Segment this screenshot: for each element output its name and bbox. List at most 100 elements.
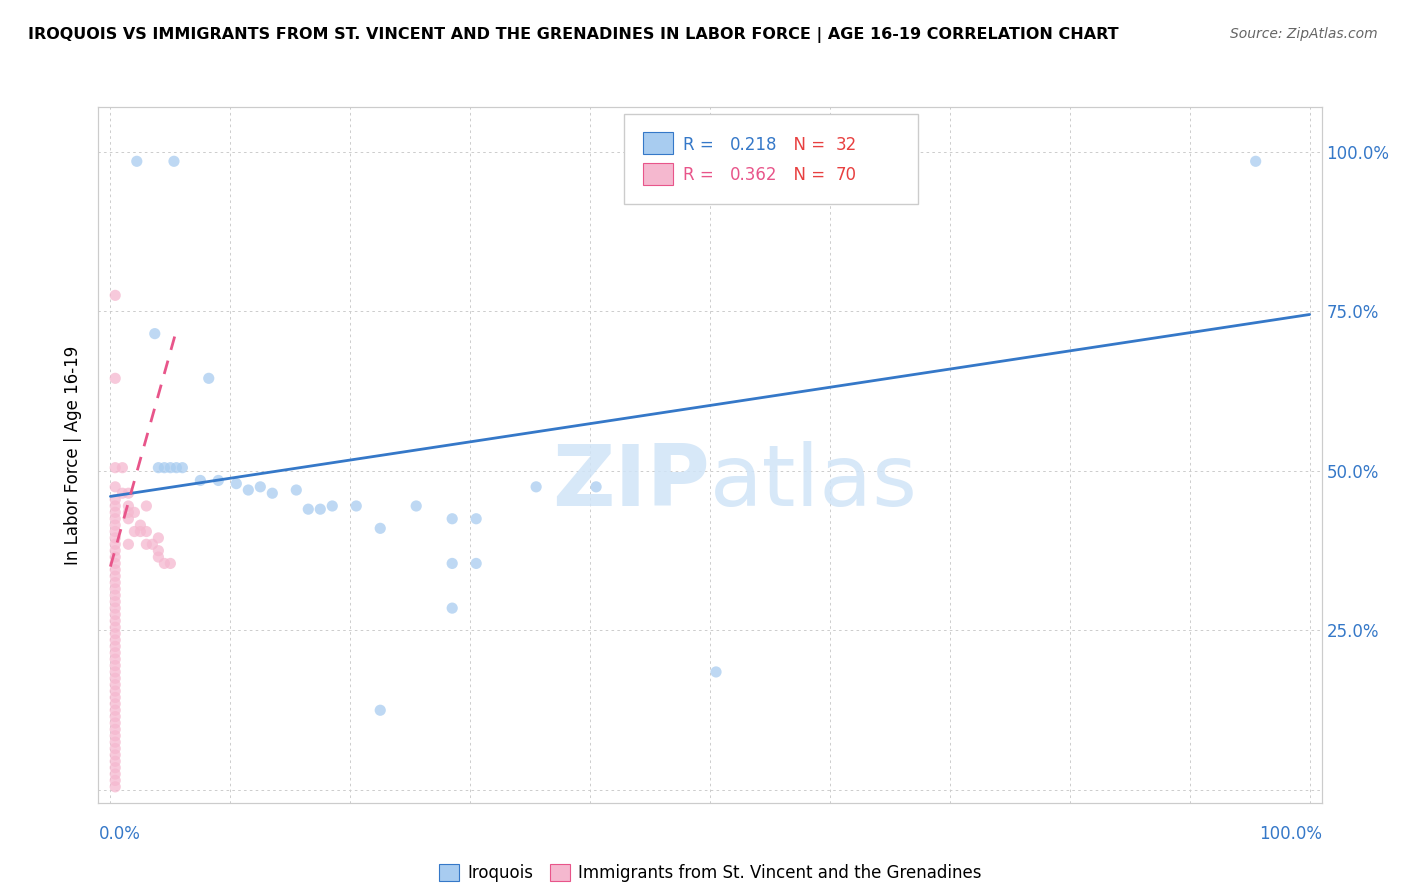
Point (249, 480, 271, 494)
Point (104, 557, 127, 571)
Text: 32: 32 (837, 136, 858, 153)
Point (148, 549, 170, 564)
Point (344, 499, 367, 513)
FancyBboxPatch shape (643, 162, 673, 185)
Point (297, 502, 319, 516)
Point (225, 476, 247, 491)
Text: 0.362: 0.362 (730, 166, 778, 185)
Point (104, 652, 127, 666)
Point (104, 575, 127, 590)
Text: R =: R = (683, 166, 718, 185)
Point (368, 521, 391, 535)
Point (148, 531, 170, 545)
Point (117, 486, 139, 500)
Point (104, 735, 127, 749)
Point (165, 460, 187, 475)
Point (104, 690, 127, 705)
Point (104, 754, 127, 768)
Point (104, 703, 127, 717)
Text: N =: N = (783, 166, 831, 185)
Point (111, 486, 134, 500)
Point (104, 671, 127, 685)
Point (368, 703, 391, 717)
Point (465, 512, 488, 526)
Point (197, 371, 219, 385)
Point (104, 569, 127, 583)
Text: ZIP: ZIP (553, 442, 710, 524)
Point (104, 499, 127, 513)
Point (405, 499, 427, 513)
Point (104, 505, 127, 519)
Point (104, 729, 127, 743)
Point (125, 154, 148, 169)
Point (104, 633, 127, 648)
Text: 70: 70 (837, 166, 858, 185)
Text: IROQUOIS VS IMMIGRANTS FROM ST. VINCENT AND THE GRENADINES IN LABOR FORCE | AGE : IROQUOIS VS IMMIGRANTS FROM ST. VINCENT … (28, 27, 1119, 43)
Point (524, 480, 547, 494)
Point (238, 483, 260, 497)
Point (104, 780, 127, 794)
Legend: Iroquois, Immigrants from St. Vincent and the Grenadines: Iroquois, Immigrants from St. Vincent an… (432, 857, 988, 888)
Point (117, 512, 139, 526)
Point (104, 709, 127, 723)
Point (104, 716, 127, 731)
Text: R =: R = (683, 136, 718, 153)
Point (188, 474, 212, 488)
Point (465, 557, 488, 571)
Point (321, 499, 343, 513)
Point (104, 614, 127, 628)
Point (104, 582, 127, 596)
Point (1244, 154, 1267, 169)
Point (141, 537, 163, 551)
Point (104, 543, 127, 558)
Point (104, 620, 127, 634)
Point (104, 607, 127, 622)
Point (163, 154, 186, 169)
Text: 0.218: 0.218 (730, 136, 778, 153)
Text: N =: N = (783, 136, 831, 153)
Point (104, 684, 127, 698)
Point (704, 665, 727, 679)
Point (135, 499, 157, 513)
Point (285, 483, 308, 497)
Text: atlas: atlas (710, 442, 918, 524)
Point (309, 502, 332, 516)
Point (585, 480, 607, 494)
Point (135, 537, 157, 551)
Point (104, 665, 127, 679)
Point (117, 537, 139, 551)
Point (153, 557, 176, 571)
Point (104, 595, 127, 609)
FancyBboxPatch shape (624, 114, 918, 204)
Point (104, 549, 127, 564)
Point (135, 524, 157, 539)
Point (153, 460, 176, 475)
Point (124, 524, 146, 539)
Point (159, 460, 181, 475)
Point (104, 563, 127, 577)
Point (104, 761, 127, 775)
Text: 100.0%: 100.0% (1258, 825, 1322, 843)
Point (129, 518, 152, 533)
Point (262, 486, 284, 500)
Point (124, 505, 146, 519)
Point (104, 460, 127, 475)
Point (117, 499, 139, 513)
Point (143, 326, 166, 341)
Point (441, 557, 464, 571)
Point (104, 678, 127, 692)
Y-axis label: In Labor Force | Age 16-19: In Labor Force | Age 16-19 (65, 345, 83, 565)
Text: 0.0%: 0.0% (98, 825, 141, 843)
Point (104, 767, 127, 781)
Text: Source: ZipAtlas.com: Source: ZipAtlas.com (1230, 27, 1378, 41)
FancyBboxPatch shape (643, 132, 673, 154)
Point (104, 288, 127, 302)
Point (111, 460, 134, 475)
Point (104, 626, 127, 640)
Point (104, 480, 127, 494)
Point (104, 371, 127, 385)
Point (441, 601, 464, 615)
Point (148, 543, 170, 558)
Point (104, 512, 127, 526)
Point (104, 747, 127, 762)
